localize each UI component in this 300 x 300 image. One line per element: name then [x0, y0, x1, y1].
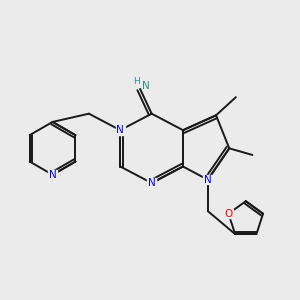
- Text: N: N: [116, 125, 124, 135]
- Text: N: N: [204, 175, 212, 185]
- Text: O: O: [224, 209, 232, 219]
- Bar: [48, 170, 57, 179]
- Bar: [147, 178, 156, 188]
- Bar: [116, 126, 125, 135]
- Bar: [203, 175, 212, 184]
- Text: N: N: [49, 170, 56, 180]
- Text: N: N: [148, 178, 155, 188]
- Text: N: N: [142, 81, 150, 91]
- Text: H: H: [133, 77, 140, 86]
- Bar: [224, 209, 233, 218]
